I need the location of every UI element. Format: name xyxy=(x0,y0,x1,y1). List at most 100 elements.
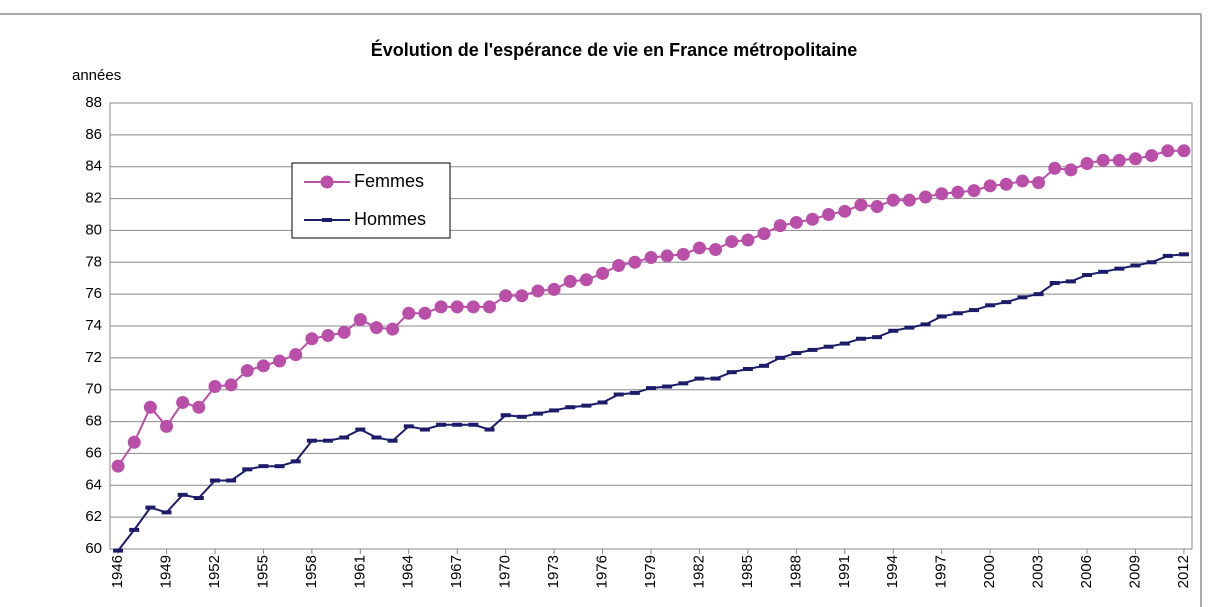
marker xyxy=(127,435,141,449)
marker xyxy=(726,370,737,375)
legend-box xyxy=(291,162,451,239)
marker xyxy=(1178,252,1189,257)
marker xyxy=(807,347,818,352)
marker xyxy=(1098,269,1109,274)
marker xyxy=(692,241,706,255)
marker xyxy=(1082,273,1093,278)
marker xyxy=(870,200,884,214)
y-tick-label: 66 xyxy=(85,444,102,461)
marker xyxy=(418,306,432,320)
x-tick-label: 1970 xyxy=(497,555,514,588)
x-tick-label: 1955 xyxy=(254,555,271,588)
marker xyxy=(1064,163,1078,177)
marker xyxy=(484,427,495,432)
marker xyxy=(337,325,351,339)
marker xyxy=(143,400,157,414)
marker xyxy=(789,215,803,229)
marker xyxy=(242,467,253,472)
marker xyxy=(321,329,335,343)
legend-label: Hommes xyxy=(354,209,426,229)
y-tick-label: 88 xyxy=(85,94,102,111)
marker xyxy=(985,303,996,308)
x-tick-label: 2000 xyxy=(981,555,998,588)
x-tick-label: 1991 xyxy=(836,555,853,588)
marker xyxy=(710,376,721,381)
marker xyxy=(1017,295,1028,300)
marker xyxy=(678,381,689,386)
x-tick-label: 1982 xyxy=(690,555,707,588)
x-tick-label: 1985 xyxy=(739,555,756,588)
marker xyxy=(1128,152,1142,166)
marker xyxy=(1112,153,1126,167)
y-tick-label: 62 xyxy=(85,508,102,525)
y-tick-label: 72 xyxy=(85,349,102,366)
chart-title: Évolution de l'espérance de vie en Franc… xyxy=(371,39,857,60)
y-tick-label: 80 xyxy=(85,221,102,238)
x-tick-label: 1994 xyxy=(884,555,901,588)
marker xyxy=(952,311,963,316)
y-tick-label: 60 xyxy=(85,540,102,557)
marker xyxy=(741,233,755,247)
x-tick-label: 1952 xyxy=(206,555,223,588)
marker xyxy=(1048,161,1062,175)
marker xyxy=(209,478,220,483)
marker xyxy=(111,459,125,473)
marker xyxy=(192,400,206,414)
marker xyxy=(888,328,899,333)
marker xyxy=(872,335,883,340)
marker xyxy=(1049,280,1060,285)
marker xyxy=(1001,300,1012,305)
marker xyxy=(549,408,560,413)
x-tick-label: 2003 xyxy=(1030,555,1047,588)
marker xyxy=(240,364,254,378)
marker xyxy=(450,300,464,314)
marker xyxy=(775,355,786,360)
marker xyxy=(224,378,238,392)
marker xyxy=(676,247,690,261)
y-tick-label: 84 xyxy=(85,158,102,175)
marker xyxy=(628,255,642,269)
marker xyxy=(791,351,802,356)
marker xyxy=(968,308,979,313)
marker xyxy=(193,496,204,501)
x-tick-label: 1976 xyxy=(594,555,611,588)
marker xyxy=(1161,144,1175,158)
marker xyxy=(113,548,124,553)
marker xyxy=(694,376,705,381)
marker xyxy=(483,300,497,314)
marker xyxy=(565,405,576,410)
marker xyxy=(289,348,303,362)
marker xyxy=(274,464,285,469)
marker xyxy=(999,177,1013,191)
marker xyxy=(369,321,383,335)
marker xyxy=(531,284,545,298)
x-tick-label: 1967 xyxy=(448,555,465,588)
x-tick-label: 1973 xyxy=(545,555,562,588)
marker xyxy=(660,249,674,263)
marker xyxy=(579,273,593,287)
marker xyxy=(822,208,836,221)
marker xyxy=(306,438,317,443)
marker xyxy=(1146,260,1157,265)
marker xyxy=(597,400,608,405)
x-tick-label: 1997 xyxy=(933,555,950,588)
marker xyxy=(403,424,414,429)
marker xyxy=(1145,149,1159,163)
marker xyxy=(402,306,416,320)
x-tick-label: 1958 xyxy=(303,555,320,588)
x-tick-label: 1988 xyxy=(787,555,804,588)
marker xyxy=(500,413,511,418)
marker xyxy=(854,198,868,212)
marker xyxy=(563,274,577,288)
marker xyxy=(773,219,787,233)
marker xyxy=(902,193,916,207)
marker xyxy=(823,344,834,349)
marker xyxy=(1080,157,1094,171)
y-axis-label: années xyxy=(72,67,121,84)
marker xyxy=(1015,174,1029,188)
marker xyxy=(742,367,753,372)
marker xyxy=(515,289,529,303)
marker xyxy=(468,422,479,427)
